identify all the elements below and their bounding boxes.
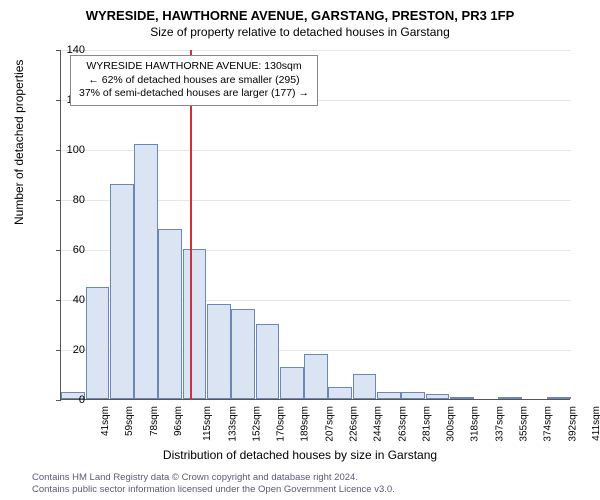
histogram-bar xyxy=(207,304,231,399)
annotation-box: WYRESIDE HAWTHORNE AVENUE: 130sqm← 62% o… xyxy=(70,55,318,106)
ytick-label: 40 xyxy=(73,294,85,306)
xtick-label: 281sqm xyxy=(421,406,432,442)
annotation-line2: ← 62% of detached houses are smaller (29… xyxy=(79,74,309,88)
ytick-mark xyxy=(56,150,61,151)
histogram-bar xyxy=(426,394,450,399)
footer-line2: Contains public sector information licen… xyxy=(32,484,395,496)
xtick-label: 41sqm xyxy=(100,406,111,436)
xtick-label: 133sqm xyxy=(227,406,238,442)
xtick-label: 355sqm xyxy=(519,406,530,442)
histogram-bar xyxy=(183,249,207,399)
ytick-label: 100 xyxy=(67,144,85,156)
chart-subtitle: Size of property relative to detached ho… xyxy=(0,23,600,39)
histogram-bar xyxy=(328,387,352,400)
histogram-bar xyxy=(304,354,328,399)
ytick-mark xyxy=(56,200,61,201)
ytick-label: 0 xyxy=(79,394,85,406)
ytick-mark xyxy=(56,100,61,101)
xtick-label: 152sqm xyxy=(251,406,262,442)
histogram-bar xyxy=(86,287,110,400)
ytick-mark xyxy=(56,50,61,51)
xtick-label: 59sqm xyxy=(124,406,135,436)
histogram-bar xyxy=(498,397,522,400)
histogram-bar xyxy=(450,397,474,400)
ytick-mark xyxy=(56,350,61,351)
y-axis-label: Number of detached properties xyxy=(12,60,26,225)
ytick-mark xyxy=(56,250,61,251)
x-axis-label: Distribution of detached houses by size … xyxy=(0,448,600,462)
histogram-bar xyxy=(547,397,571,400)
chart-title: WYRESIDE, HAWTHORNE AVENUE, GARSTANG, PR… xyxy=(0,0,600,23)
gridline xyxy=(61,50,571,51)
histogram-bar xyxy=(377,392,401,400)
xtick-label: 170sqm xyxy=(276,406,287,442)
histogram-bar xyxy=(158,229,182,399)
xtick-label: 78sqm xyxy=(149,406,160,436)
xtick-label: 207sqm xyxy=(324,406,335,442)
histogram-bar xyxy=(401,392,425,400)
xtick-label: 96sqm xyxy=(173,406,184,436)
xtick-label: 244sqm xyxy=(373,406,384,442)
histogram-bar xyxy=(231,309,255,399)
ytick-label: 20 xyxy=(73,344,85,356)
xtick-label: 115sqm xyxy=(202,406,213,441)
histogram-bar xyxy=(353,374,377,399)
ytick-mark xyxy=(56,300,61,301)
xtick-label: 392sqm xyxy=(567,406,578,442)
footer-line1: Contains HM Land Registry data © Crown c… xyxy=(32,472,395,484)
histogram-bar xyxy=(256,324,280,399)
ytick-label: 60 xyxy=(73,244,85,256)
xtick-label: 318sqm xyxy=(470,406,481,442)
xtick-label: 337sqm xyxy=(494,406,505,442)
histogram-bar xyxy=(110,184,134,399)
ytick-mark xyxy=(56,400,61,401)
histogram-bar xyxy=(134,144,158,399)
ytick-label: 80 xyxy=(73,194,85,206)
xtick-label: 300sqm xyxy=(446,406,457,442)
footer-attribution: Contains HM Land Registry data © Crown c… xyxy=(32,472,395,496)
histogram-bar xyxy=(280,367,304,400)
annotation-line3: 37% of semi-detached houses are larger (… xyxy=(79,87,309,101)
annotation-line1: WYRESIDE HAWTHORNE AVENUE: 130sqm xyxy=(79,60,309,74)
xtick-label: 374sqm xyxy=(543,406,554,442)
xtick-label: 226sqm xyxy=(349,406,360,442)
xtick-label: 411sqm xyxy=(591,406,600,441)
xtick-label: 189sqm xyxy=(300,406,311,442)
xtick-label: 263sqm xyxy=(397,406,408,442)
